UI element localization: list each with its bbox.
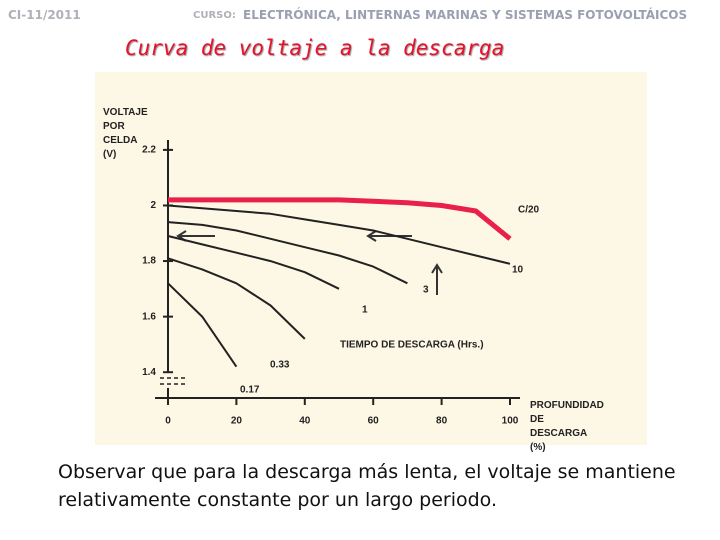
series-line	[167, 282, 238, 368]
series-label: 1	[362, 305, 368, 316]
x-tick-label: 80	[436, 416, 448, 427]
series-label: 0.17	[240, 385, 260, 396]
y-tick-label: 2.2	[142, 145, 156, 156]
slide-code: CI-11/2011	[8, 8, 81, 22]
y-axis-label: VOLTAJE POR CELDA (V)	[103, 107, 148, 160]
arrow	[366, 230, 412, 242]
x-axis-label: PROFUNDIDAD DE DESCARGA (%)	[530, 400, 604, 453]
y-tick-label: 1.4	[142, 367, 156, 378]
y-tick-label: 1.6	[142, 311, 156, 322]
arrows	[176, 230, 443, 295]
x-tick-label: 60	[368, 416, 380, 427]
series-label: 0.33	[270, 360, 290, 371]
series-label: 10	[512, 265, 524, 276]
series-line	[167, 221, 408, 285]
series-line	[167, 257, 306, 340]
series-line	[167, 235, 340, 290]
series-line	[168, 197, 512, 241]
series-line	[167, 204, 511, 265]
series-label: C/20	[518, 205, 540, 216]
series-label: 3	[423, 285, 429, 296]
y-tick-label: 1.8	[142, 256, 156, 267]
x-tick-label: 100	[502, 416, 519, 427]
annotation: TIEMPO DE DESCARGA (Hrs.)	[340, 340, 484, 351]
caption: Observar que para la descarga más lenta,…	[58, 461, 676, 511]
course-name: ELECTRÓNICA, LINTERNAS MARINAS Y SISTEMA…	[243, 8, 688, 22]
course-label: CURSO:	[193, 10, 236, 21]
slide-title: Curva de voltaje a la descarga	[125, 36, 505, 60]
x-tick-label: 40	[299, 416, 311, 427]
x-tick-label: 0	[165, 416, 171, 427]
y-tick-label: 2	[150, 200, 156, 211]
arrow	[431, 263, 443, 295]
x-tick-label: 20	[231, 416, 243, 427]
chart-background	[95, 72, 647, 445]
